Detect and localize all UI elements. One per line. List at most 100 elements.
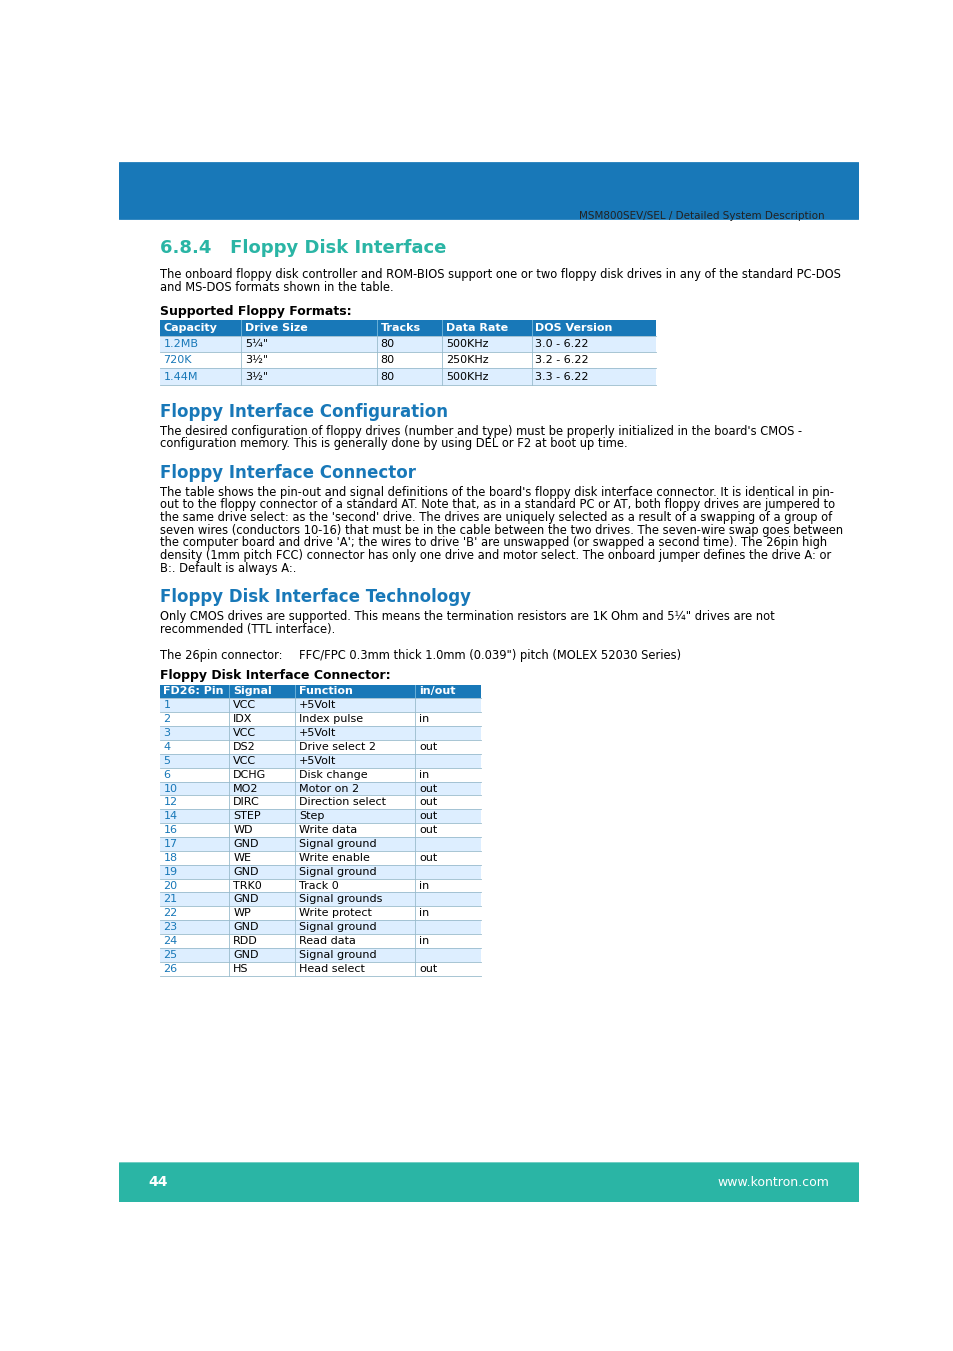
Text: Capacity: Capacity (163, 323, 217, 334)
Bar (159, 838, 480, 851)
Text: 22: 22 (163, 908, 177, 919)
Text: 21: 21 (163, 894, 177, 904)
Bar (159, 851, 480, 865)
Text: DS2: DS2 (233, 742, 255, 753)
Text: 14: 14 (163, 811, 177, 821)
Text: in: in (418, 715, 429, 724)
Text: GND: GND (233, 894, 258, 904)
Text: +5Volt: +5Volt (298, 755, 336, 766)
Text: Signal ground: Signal ground (298, 923, 376, 932)
Text: in: in (418, 908, 429, 919)
Bar (159, 712, 480, 725)
Bar (159, 920, 480, 934)
Text: 3½": 3½" (245, 355, 268, 365)
Text: 16: 16 (163, 825, 177, 835)
Text: Signal grounds: Signal grounds (298, 894, 382, 904)
Bar (159, 320, 655, 336)
Text: 25: 25 (163, 950, 177, 959)
Text: Write data: Write data (298, 825, 357, 835)
Text: WP: WP (233, 908, 251, 919)
Text: Floppy Disk Interface Connector:: Floppy Disk Interface Connector: (159, 669, 390, 682)
Bar (159, 698, 480, 712)
Text: 3.2 - 6.22: 3.2 - 6.22 (535, 355, 588, 365)
Text: +5Volt: +5Volt (298, 728, 336, 738)
Text: configuration memory. This is generally done by using DEL or F2 at boot up time.: configuration memory. This is generally … (159, 438, 626, 450)
Bar (159, 865, 480, 878)
Text: Write enable: Write enable (298, 852, 370, 863)
Text: and MS-DOS formats shown in the table.: and MS-DOS formats shown in the table. (159, 281, 393, 295)
Text: WD: WD (233, 825, 253, 835)
Text: Floppy Disk Interface Technology: Floppy Disk Interface Technology (159, 588, 470, 607)
Text: Function: Function (298, 686, 353, 697)
Text: 12: 12 (163, 797, 177, 808)
Text: Only CMOS drives are supported. This means the termination resistors are 1K Ohm : Only CMOS drives are supported. This mea… (159, 609, 774, 623)
Text: 1.44M: 1.44M (163, 372, 197, 381)
Text: 1.2MB: 1.2MB (163, 339, 198, 349)
Bar (159, 782, 480, 796)
Text: The desired configuration of floppy drives (number and type) must be properly in: The desired configuration of floppy driv… (159, 424, 801, 438)
Text: in: in (418, 770, 429, 780)
Text: Tracks: Tracks (380, 323, 420, 334)
Text: Head select: Head select (298, 963, 365, 974)
Text: Direction select: Direction select (298, 797, 386, 808)
Text: out: out (418, 797, 437, 808)
Text: out: out (418, 852, 437, 863)
Text: Disk change: Disk change (298, 770, 367, 780)
Text: 4: 4 (163, 742, 171, 753)
Text: Read data: Read data (298, 936, 355, 946)
Text: Floppy Interface Connector: Floppy Interface Connector (159, 463, 416, 482)
Bar (159, 353, 655, 369)
Text: HS: HS (233, 963, 249, 974)
Text: IDX: IDX (233, 715, 253, 724)
Text: 3.3 - 6.22: 3.3 - 6.22 (535, 372, 588, 381)
Bar (159, 740, 480, 754)
Bar (159, 796, 480, 809)
Text: 26: 26 (163, 963, 177, 974)
Text: in: in (418, 936, 429, 946)
Bar (159, 878, 480, 893)
Text: out: out (418, 742, 437, 753)
Text: The table shows the pin-out and signal definitions of the board's floppy disk in: The table shows the pin-out and signal d… (159, 485, 833, 499)
Text: Drive select 2: Drive select 2 (298, 742, 375, 753)
Text: www.kontron.com: www.kontron.com (717, 1175, 828, 1189)
Text: 10: 10 (163, 784, 177, 793)
Text: GND: GND (233, 923, 258, 932)
Text: DCHG: DCHG (233, 770, 266, 780)
Text: Track 0: Track 0 (298, 881, 338, 890)
Text: The 26pin connector:: The 26pin connector: (159, 648, 282, 662)
Text: 250KHz: 250KHz (446, 355, 488, 365)
Text: 18: 18 (163, 852, 177, 863)
Text: MO2: MO2 (233, 784, 258, 793)
Text: 500KHz: 500KHz (446, 339, 488, 349)
Text: STEP: STEP (233, 811, 260, 821)
Text: 80: 80 (380, 339, 395, 349)
Bar (159, 685, 480, 698)
Text: Signal ground: Signal ground (298, 867, 376, 877)
Text: 3: 3 (163, 728, 171, 738)
Text: out: out (418, 811, 437, 821)
Bar (159, 934, 480, 948)
Text: 6: 6 (163, 770, 171, 780)
Text: Signal ground: Signal ground (298, 839, 376, 848)
Text: out: out (418, 963, 437, 974)
Text: the computer board and drive 'A'; the wires to drive 'B' are unswapped (or swapp: the computer board and drive 'A'; the wi… (159, 536, 826, 550)
Text: B:. Default is always A:.: B:. Default is always A:. (159, 562, 295, 574)
Text: out to the floppy connector of a standard AT. Note that, as in a standard PC or : out to the floppy connector of a standar… (159, 499, 834, 511)
Text: 3½": 3½" (245, 372, 268, 381)
Text: recommended (TTL interface).: recommended (TTL interface). (159, 623, 335, 635)
Text: 24: 24 (163, 936, 177, 946)
Text: MSM800SEV/SEL / Detailed System Description: MSM800SEV/SEL / Detailed System Descript… (578, 211, 823, 220)
Bar (159, 893, 480, 907)
Text: 500KHz: 500KHz (446, 372, 488, 381)
Text: out: out (418, 825, 437, 835)
Text: Data Rate: Data Rate (446, 323, 508, 334)
Text: 2: 2 (163, 715, 171, 724)
Text: seven wires (conductors 10-16) that must be in the cable between the two drives.: seven wires (conductors 10-16) that must… (159, 524, 841, 536)
Text: VCC: VCC (233, 755, 256, 766)
Text: in: in (418, 881, 429, 890)
Text: Index pulse: Index pulse (298, 715, 363, 724)
Bar (159, 767, 480, 782)
Bar (159, 962, 480, 975)
FancyBboxPatch shape (104, 1162, 873, 1217)
Text: FFC/FPC 0.3mm thick 1.0mm (0.039") pitch (MOLEX 52030 Series): FFC/FPC 0.3mm thick 1.0mm (0.039") pitch… (298, 648, 680, 662)
